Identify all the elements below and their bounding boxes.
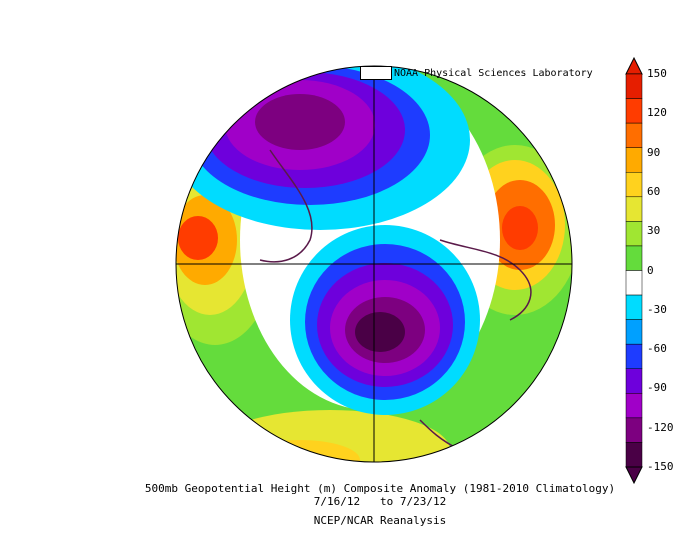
colorbar [625,56,643,485]
colorbar-tick-label: -30 [647,302,667,316]
colorbar-segment [625,221,643,247]
colorbar-segment [625,319,643,345]
colorbar-tick-label: 60 [647,184,661,198]
colorbar-tick-label: -60 [647,342,667,356]
colorbar-tick-label: -120 [647,420,674,434]
field-high-left-4 [178,216,218,260]
colorbar-segment [625,368,643,394]
colorbar-segment [625,343,643,369]
colorbar-tick-label: 150 [647,67,667,80]
colorbar-tick-label: 0 [647,263,654,277]
colorbar-tick-label: 90 [647,145,661,159]
caption-line2: 7/16/12 to 7/23/12 [313,495,447,508]
coast-1 [259,149,313,263]
colorbar-segment [625,393,643,419]
colorbar-arrow-top [625,56,643,75]
colorbar-tick-label: -90 [647,381,667,395]
colorbar-segment [625,73,643,99]
colorbar-tick-label: -150 [647,460,674,473]
field-high-bottom-2 [240,440,360,462]
colorbar-segment [625,196,643,222]
field-high-right-4 [502,206,538,250]
credit-text: NOAA Physical Sciences Laboratory [394,68,593,79]
colorbar-segment [625,417,643,443]
caption-line1: 500mb Geopotential Height (m) Composite … [144,482,616,495]
colorbar-segment [625,98,643,124]
colorbar-segment [625,147,643,173]
colorbar-segment [625,442,643,468]
coast-3 [439,239,532,321]
colorbar-tick-label: 120 [647,106,667,120]
field-low-top-5 [255,94,345,150]
colorbar-segment [625,245,643,271]
colorbar-tick-label: 30 [647,224,661,238]
credit-label: NOAA Physical Sciences Laboratory [360,66,593,80]
colorbar-segment [625,122,643,148]
credit-box [360,66,392,80]
field-low-center-6 [355,312,405,352]
colorbar-segment [625,172,643,198]
colorbar-arrow-bottom [625,466,643,485]
colorbar-segment [625,270,643,296]
anomaly-field [176,66,572,462]
caption-line3: NCEP/NCAR Reanalysis [313,514,447,527]
colorbar-segment [625,294,643,320]
